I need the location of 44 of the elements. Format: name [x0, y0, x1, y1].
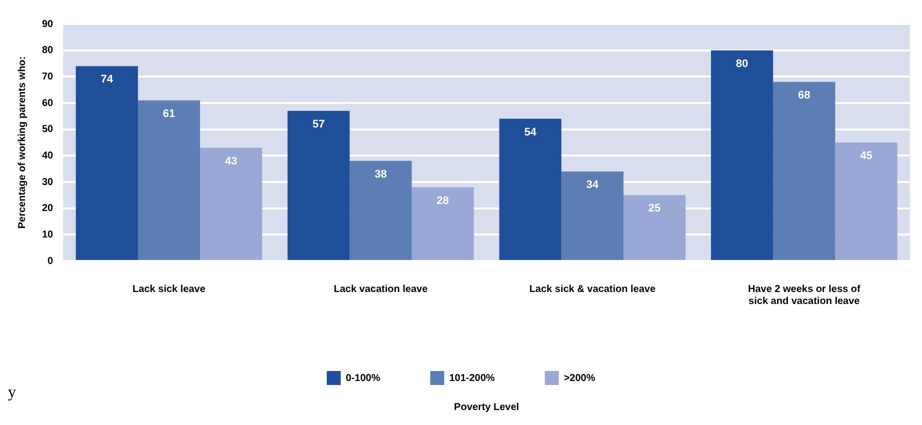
- x-tick-label: Have 2 weeks or less of sick and vacation leave: [748, 284, 861, 307]
- text: y: [8, 384, 16, 402]
- y-tick-label: 60: [42, 98, 54, 109]
- y-tick-label: 0: [48, 256, 54, 267]
- bar: [773, 82, 836, 260]
- bar: [76, 66, 138, 260]
- data-label: 68: [798, 89, 810, 102]
- data-label: 28: [436, 194, 449, 207]
- bar: [710, 50, 774, 260]
- y-axis-title: Percentage of working parents who:: [16, 56, 28, 229]
- y-tick-label: 50: [42, 124, 54, 136]
- data-label: 61: [162, 108, 176, 120]
- bar: [200, 148, 262, 260]
- x-tick-label: Lack sick leave: [132, 284, 206, 295]
- data-label: 54: [524, 126, 538, 138]
- legend-label: >200%: [564, 372, 596, 384]
- data-label: 57: [312, 118, 325, 130]
- bar: [350, 160, 412, 260]
- data-label: 80: [736, 58, 748, 70]
- legend-label: 0-100%: [346, 372, 380, 384]
- legend-label: 101-200%: [449, 372, 495, 384]
- data-label: 38: [374, 168, 387, 180]
- data-label: 25: [648, 202, 661, 215]
- x-tick-label: Lack sick & vacation leave: [529, 284, 656, 295]
- bar: [412, 187, 474, 260]
- data-label: 74: [100, 74, 114, 86]
- legend-title: Poverty Level: [454, 402, 520, 413]
- bar: [623, 195, 686, 260]
- x-tick-label: Lack vacation leave: [334, 284, 428, 295]
- bar: [835, 142, 898, 260]
- y-tick-label: 10: [42, 229, 54, 240]
- y-tick-label: 90: [42, 18, 54, 30]
- bar: [499, 118, 562, 260]
- bar: [561, 171, 624, 260]
- y-tick-label: 20: [42, 203, 54, 214]
- bar: [288, 110, 350, 260]
- bar: [138, 100, 200, 260]
- data-label: 43: [224, 155, 238, 168]
- y-tick-label: 80: [42, 45, 54, 56]
- y-tick-label: 40: [42, 150, 54, 162]
- y-tick-label: 70: [42, 71, 54, 82]
- y-tick-label: 30: [42, 176, 54, 188]
- data-label: 45: [860, 150, 872, 162]
- data-label: 34: [586, 179, 600, 191]
